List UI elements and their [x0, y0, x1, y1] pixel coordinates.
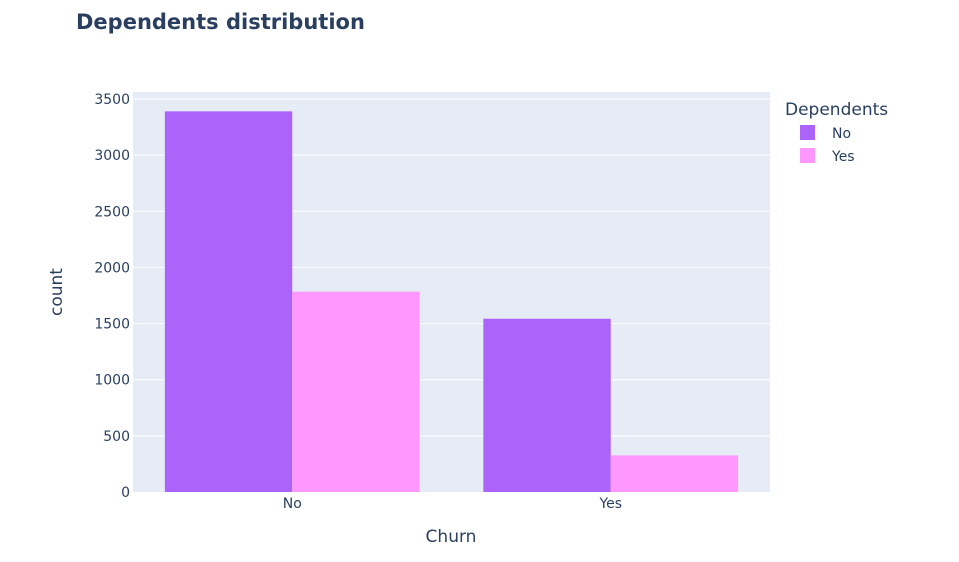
y-axis-title: count — [47, 268, 67, 316]
legend-label: Yes — [831, 149, 855, 165]
y-tick-label: 3500 — [94, 92, 130, 108]
x-tick-label: No — [283, 496, 302, 512]
legend-swatch — [800, 125, 815, 140]
x-tick-label: Yes — [598, 496, 622, 512]
bar-yes-yes[interactable] — [610, 455, 739, 492]
y-tick-label: 0 — [121, 485, 130, 501]
bar-no-no[interactable] — [164, 111, 293, 492]
bars — [164, 111, 739, 492]
legend-swatch — [800, 148, 815, 163]
y-tick-label: 2500 — [94, 204, 130, 220]
x-axis-ticks: No Yes — [283, 496, 622, 512]
chart-title: Dependents distribution — [76, 10, 365, 34]
bar-no-yes[interactable] — [292, 291, 420, 492]
legend-item-no[interactable]: No — [800, 125, 851, 142]
legend-item-yes[interactable]: Yes — [800, 148, 855, 165]
y-tick-label: 2000 — [94, 260, 130, 276]
y-tick-label: 500 — [103, 429, 130, 445]
bar-yes-no[interactable] — [483, 318, 611, 492]
legend-label: No — [832, 126, 851, 142]
x-axis-title: Churn — [426, 527, 477, 547]
y-tick-label: 1500 — [94, 317, 130, 333]
y-axis-ticks: 0 500 1000 1500 2000 2500 3000 3500 — [94, 92, 130, 501]
legend[interactable]: Dependents No Yes — [785, 100, 888, 165]
y-tick-label: 3000 — [94, 148, 130, 164]
legend-title: Dependents — [785, 100, 888, 120]
y-tick-label: 1000 — [94, 373, 130, 389]
